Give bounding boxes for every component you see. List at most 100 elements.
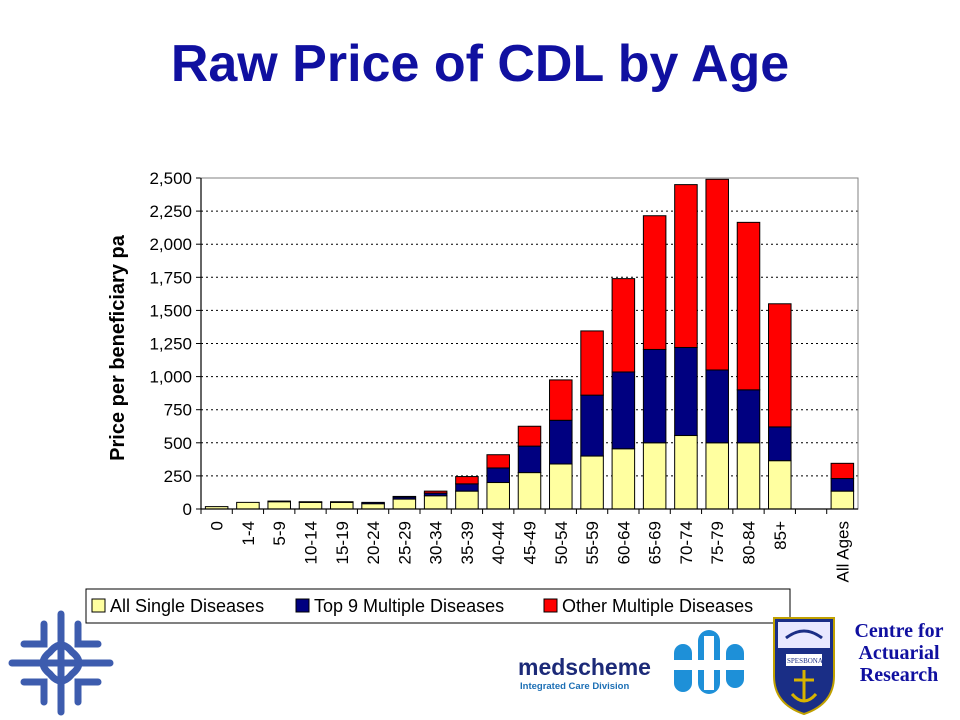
bar-segment — [705, 369, 729, 444]
x-tick-label: 55-59 — [583, 521, 602, 564]
bar-segment — [361, 501, 385, 505]
car-line-1: Centre for — [854, 620, 944, 642]
bar-segment — [736, 389, 761, 444]
y-tick-label: 750 — [164, 401, 192, 420]
cross-logo-icon — [8, 610, 114, 716]
bar-segment — [361, 503, 385, 510]
x-axis-ticks: 0 1-4 5-9 10-14 15-19 20-24 25-29 30-34 35-39 40-… — [200, 509, 852, 582]
legend-swatch — [543, 598, 558, 613]
medscheme-wordmark: medscheme — [518, 654, 651, 680]
crest-motto-left: SPES — [787, 657, 803, 665]
bar-segment — [611, 371, 636, 450]
y-tick-label: 1,250 — [149, 335, 192, 354]
bar-segment — [830, 462, 855, 480]
bar-segment — [768, 303, 792, 428]
bar-segment — [736, 221, 761, 391]
bar-segment — [642, 348, 667, 444]
x-tick-label: 70-74 — [677, 521, 696, 564]
bar-segment — [611, 278, 636, 373]
y-tick-label: 0 — [183, 500, 192, 519]
y-axis-ticks: 0 250 500 750 1,000 1,250 1,500 1,750 2,000 2,250… — [149, 169, 201, 519]
crest-motto-right: BONA — [803, 657, 823, 665]
x-tick-label: 45-49 — [521, 521, 540, 564]
x-tick-label: 35-39 — [458, 521, 477, 564]
bar-segment — [736, 442, 761, 510]
bar-segment — [674, 184, 698, 348]
bar-segment — [674, 435, 698, 510]
centre-for-actuarial-research-text: Centre for Actuarial Research — [840, 620, 958, 686]
x-tick-label: 10-14 — [302, 521, 321, 564]
legend-label: All Single Diseases — [110, 596, 264, 616]
slide-title: Raw Price of CDL by Age — [170, 35, 790, 93]
bar-segment — [705, 442, 729, 510]
bar-segment — [455, 476, 479, 485]
bar-segment — [580, 330, 604, 396]
medscheme-subtitle: Integrated Care Division — [520, 681, 630, 692]
bar-segment — [517, 445, 542, 474]
x-tick-label: 0 — [208, 521, 227, 530]
bar-segment — [267, 501, 291, 510]
x-tick-label: 20-24 — [364, 521, 383, 564]
bar-segment — [330, 501, 354, 510]
bar-segment — [517, 472, 542, 510]
legend: All Single Diseases Top 9 Multiple Diseas… — [85, 588, 791, 624]
bar-segment — [423, 490, 448, 494]
bar-segment — [486, 454, 510, 469]
x-tick-label: 1-4 — [239, 521, 258, 546]
y-tick-label: 2,500 — [149, 169, 192, 188]
legend-label: Other Multiple Diseases — [562, 596, 753, 616]
y-tick-label: 2,000 — [149, 235, 192, 254]
x-tick-label: 25-29 — [395, 521, 414, 564]
bar-segment — [549, 379, 573, 421]
bar-segment — [392, 495, 417, 498]
y-tick-label: 2,250 — [149, 202, 192, 221]
y-tick-label: 1,500 — [149, 301, 192, 320]
bar-segment — [486, 467, 510, 484]
bar-segment — [455, 483, 479, 492]
bar-segment — [236, 501, 260, 510]
y-axis-label: Price per beneficiary pa — [107, 234, 129, 461]
x-tick-label: 85+ — [771, 521, 790, 550]
x-tick-label: 50-54 — [552, 521, 571, 564]
x-tick-label: 30-34 — [427, 521, 446, 564]
x-tick-label: 65-69 — [646, 521, 665, 564]
university-crest-icon: SPES BONA — [773, 617, 835, 716]
bar-segment — [486, 482, 510, 510]
x-tick-label: 5-9 — [270, 521, 289, 546]
bar-segment — [549, 419, 573, 465]
bar-segment — [298, 501, 323, 510]
bar-segment — [330, 501, 354, 503]
legend-swatch — [295, 598, 310, 613]
medscheme-logo-icon — [670, 630, 750, 694]
bar-segment — [267, 500, 291, 503]
car-line-3: Research — [859, 664, 939, 686]
bar-segment — [830, 490, 855, 510]
x-tick-label: 60-64 — [614, 521, 633, 564]
bar-segment — [392, 498, 417, 510]
bar-segment — [830, 478, 855, 492]
axes — [200, 178, 858, 510]
y-tick-label: 1,000 — [149, 368, 192, 387]
x-tick-label: 75-79 — [708, 521, 727, 564]
bar-segment — [298, 501, 323, 503]
bar-segment — [549, 463, 573, 510]
bar-segment — [580, 394, 604, 457]
bar-segment — [580, 455, 604, 510]
y-tick-label: 1,750 — [149, 268, 192, 287]
bar-segment — [705, 178, 729, 371]
bar-segment — [642, 442, 667, 510]
bars — [204, 178, 855, 510]
x-tick-label: 15-19 — [333, 521, 352, 564]
bar-segment — [611, 448, 636, 510]
x-tick-label: 80-84 — [740, 521, 759, 564]
legend-box — [85, 588, 791, 624]
x-tick-label: 40-44 — [489, 521, 508, 564]
x-tick-label: All Ages — [833, 521, 852, 582]
bar-segment — [517, 425, 542, 447]
bar-segment — [768, 426, 792, 462]
y-tick-label: 250 — [164, 467, 192, 486]
bar-segment — [642, 215, 667, 350]
car-line-2: Actuarial — [858, 642, 940, 664]
bar-segment — [455, 490, 479, 510]
